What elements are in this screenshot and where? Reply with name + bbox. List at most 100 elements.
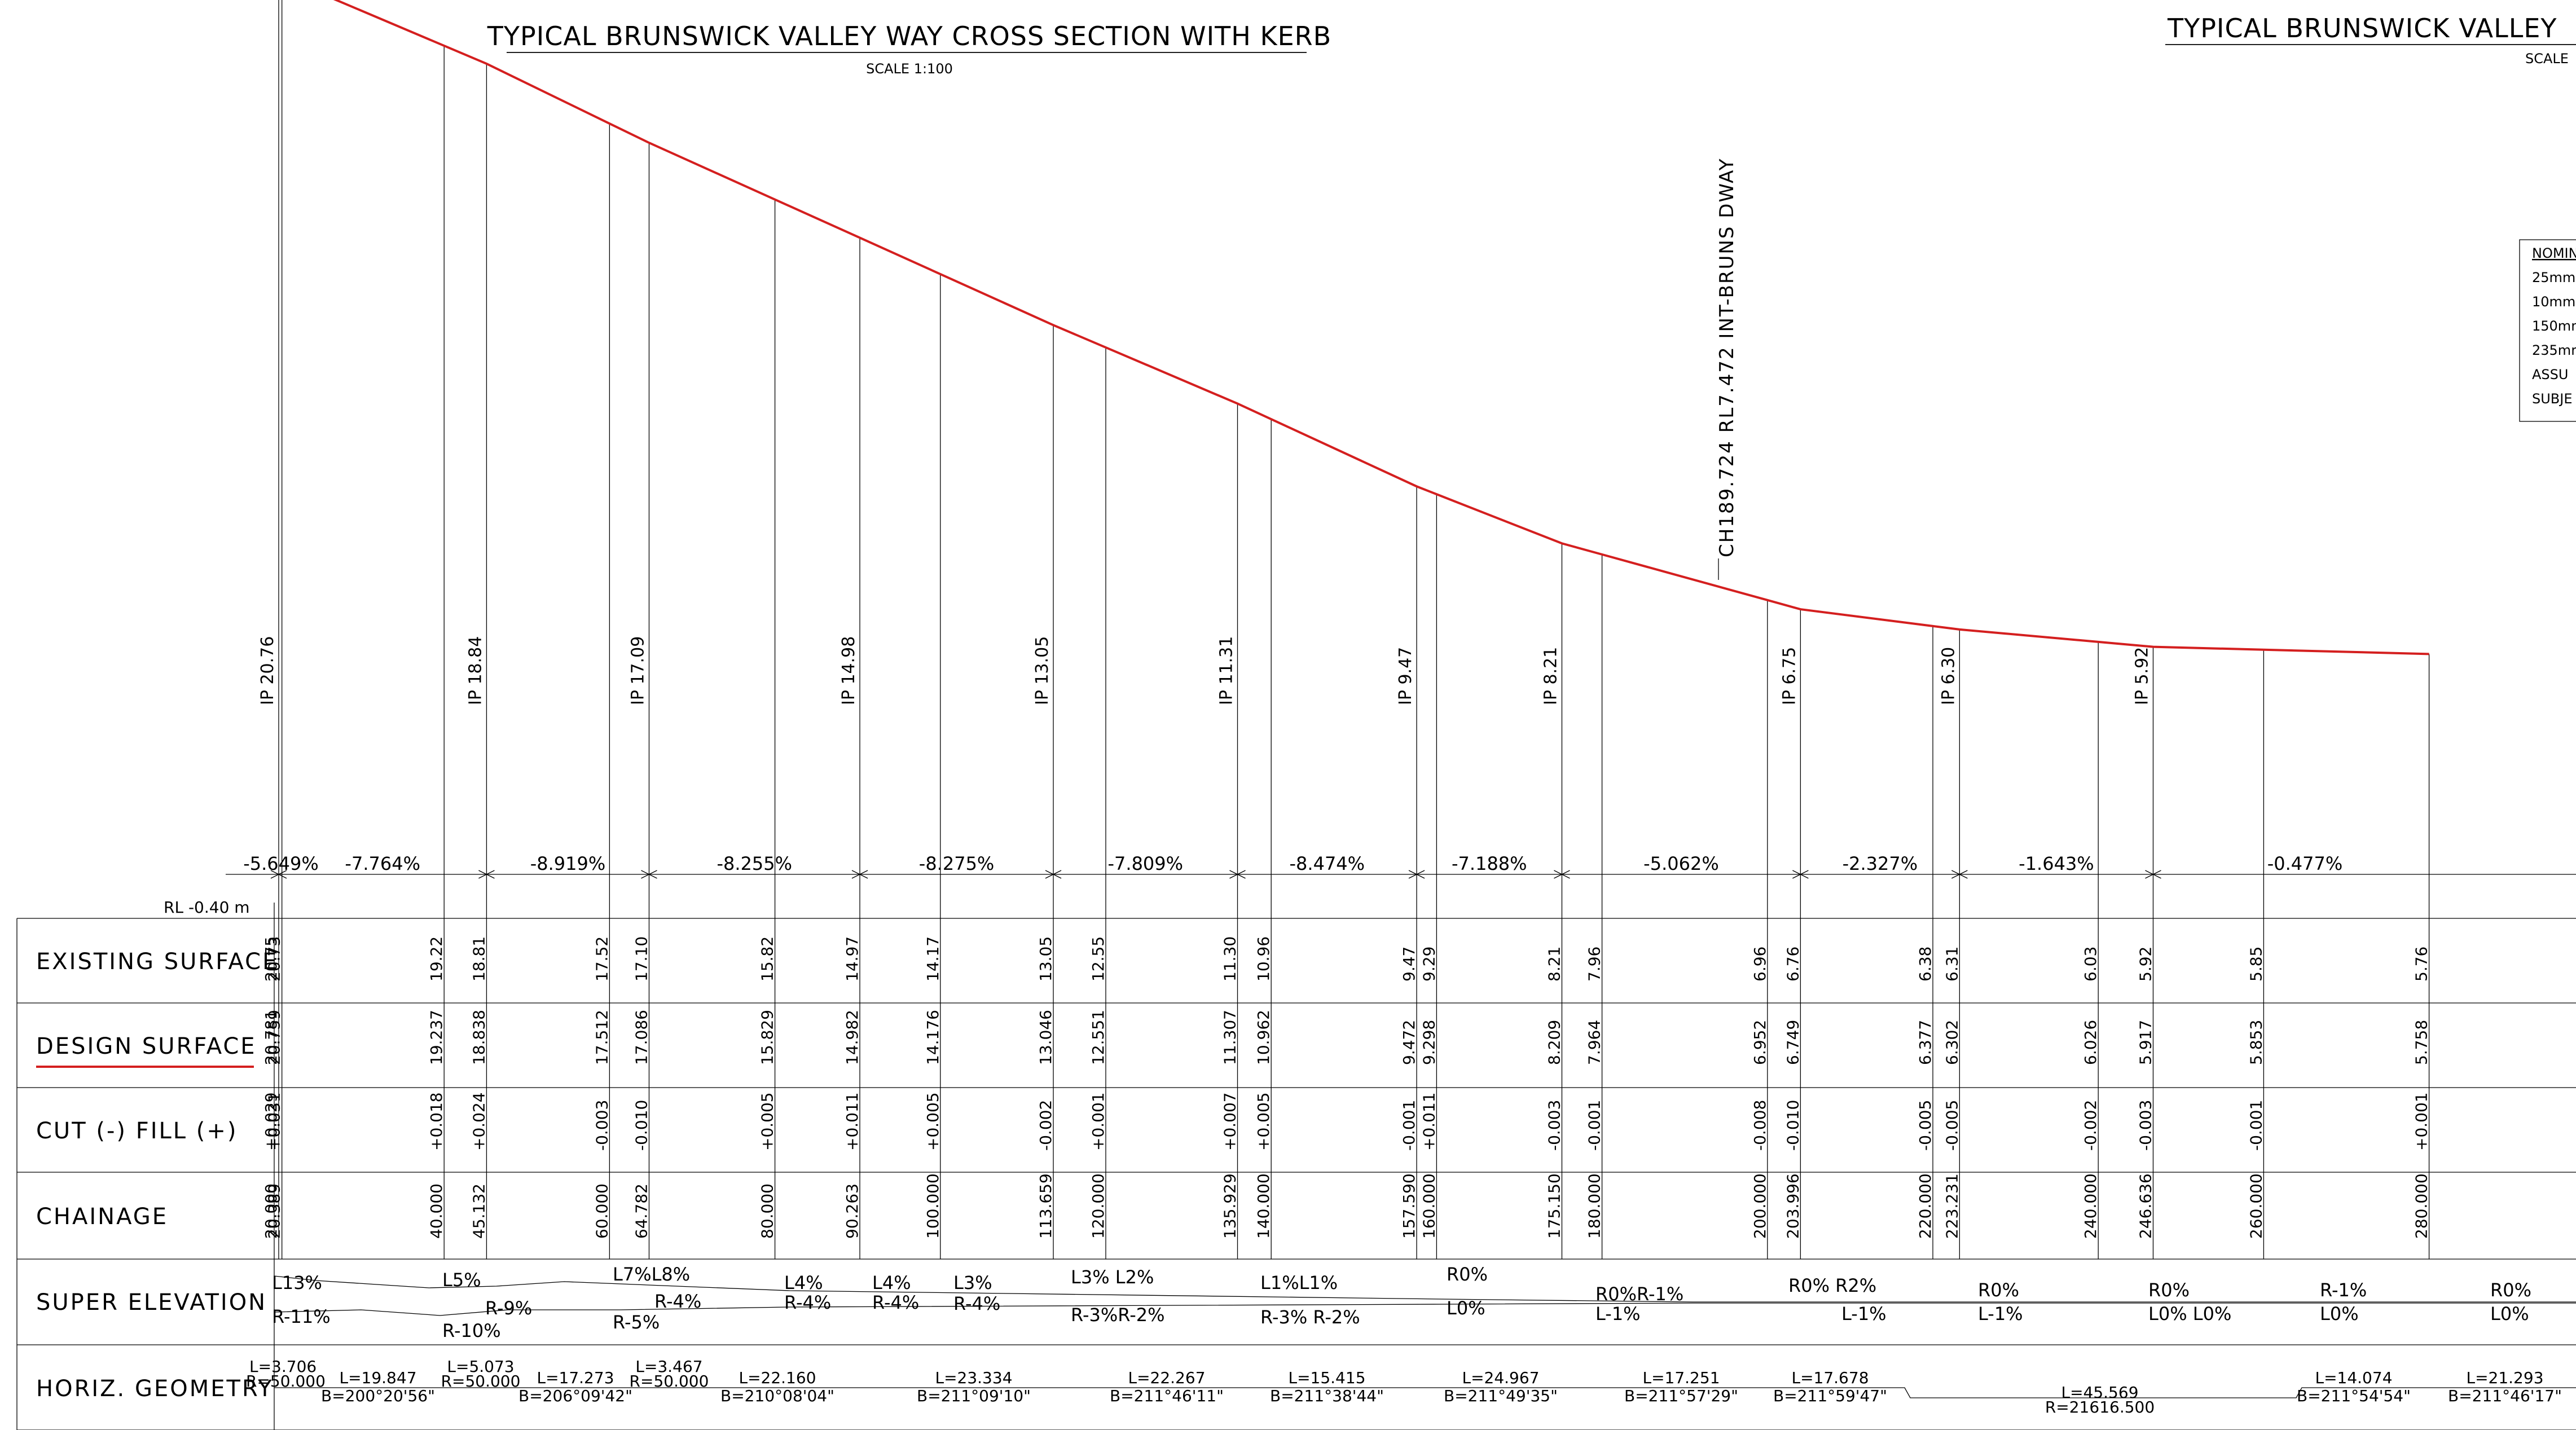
main-title: TYPICAL BRUNSWICK VALLEY WAY CROSS SECTI… (487, 21, 1331, 51)
existing-value: 17.52 (592, 936, 611, 982)
cutfill-value: +0.005 (758, 1092, 777, 1151)
design-value: 15.829 (758, 1010, 777, 1065)
grade-tick (1554, 870, 1570, 879)
geom-label: B=211°46'11" (1110, 1387, 1224, 1405)
chainage-value: 20.389 (265, 1183, 284, 1239)
geom-label: B=211°49'35" (1444, 1387, 1558, 1405)
design-value: 11.307 (1221, 1010, 1239, 1065)
existing-value: 6.03 (2081, 947, 2100, 982)
chainage-value: 175.150 (1545, 1173, 1563, 1239)
ip-label: IP 6.75 (1779, 647, 1799, 705)
design-value: 6.302 (1942, 1020, 1961, 1065)
super-label-bottom: L-1% (1841, 1303, 1887, 1325)
ip-label: IP 8.21 (1541, 647, 1560, 705)
design-value: 6.952 (1751, 1020, 1769, 1065)
grade-label: -2.327% (1843, 853, 1918, 874)
grade-tick (851, 870, 868, 879)
ip-label: IP 20.76 (258, 636, 278, 705)
grade-tick (270, 870, 287, 879)
existing-value: 7.96 (1585, 947, 1604, 982)
super-label-bottom: L-1% (1978, 1303, 2023, 1325)
right-scale: SCALE (2525, 51, 2569, 67)
design-value: 19.237 (427, 1010, 446, 1065)
grade-tick (1229, 870, 1246, 879)
grade-tick (2145, 870, 2161, 879)
chainage-marker: CH189.724 RL7.472 INT-BRUNS DWAY (1716, 157, 1738, 580)
row-label-design: DESIGN SURFACE (36, 1033, 257, 1059)
design-value: 7.964 (1585, 1020, 1604, 1065)
cutfill-value: +0.018 (427, 1092, 446, 1151)
design-value: 6.377 (1916, 1020, 1935, 1065)
geom-label: R=50.000 (441, 1372, 521, 1391)
super-label-bottom: L-1% (1595, 1303, 1641, 1325)
super-label-bottom: R-10% (442, 1320, 501, 1341)
grade-label: -0.477% (2267, 853, 2343, 874)
super-label-bottom: R-4% (784, 1292, 831, 1313)
cutfill-value: +0.007 (1221, 1092, 1239, 1151)
grade-label: -7.188% (1452, 853, 1527, 874)
design-value: 13.046 (1036, 1010, 1055, 1065)
super-label-bottom: R-3% R-2% (1260, 1306, 1360, 1328)
super-label-top: R0% (1978, 1279, 2019, 1301)
existing-value: 15.82 (758, 936, 777, 982)
cutfill-value: +0.024 (469, 1092, 488, 1151)
geom-label: L=21.293 (2466, 1369, 2543, 1387)
super-label-bottom: R-9% (485, 1297, 532, 1319)
cutfill-value: -0.005 (1916, 1100, 1935, 1151)
cutfill-value: -0.001 (1400, 1100, 1418, 1151)
chainage-value: 220.000 (1916, 1173, 1935, 1239)
design-value: 20.759 (265, 1010, 284, 1065)
notes-box: NOMIN 25mm 10mm 150mn 235mr ASSU SUBJE (2519, 239, 2576, 422)
row-label-chainage: CHAINAGE (36, 1204, 168, 1230)
cutfill-value: -0.010 (632, 1100, 651, 1151)
grade-tick (1408, 870, 1425, 879)
geom-label: L=22.160 (738, 1369, 816, 1387)
notes-line: 150mn (2532, 318, 2576, 334)
geom-label: B=206°09'42" (518, 1387, 632, 1405)
super-label-bottom: R-4% (654, 1291, 701, 1312)
super-label-top: L13% (272, 1272, 322, 1293)
geom-label: L=24.967 (1462, 1369, 1539, 1387)
chainage-marker-label: CH189.724 RL7.472 INT-BRUNS DWAY (1716, 157, 1738, 557)
cutfill-value: -0.010 (1783, 1100, 1802, 1151)
geom-label: B=200°20'56" (321, 1387, 435, 1405)
grade-label: -7.764% (345, 853, 420, 874)
super-label-top: R0% (2148, 1279, 2190, 1301)
existing-value: 6.31 (1942, 947, 1961, 982)
existing-value: 6.96 (1751, 947, 1769, 982)
grade-tick (1951, 870, 1968, 879)
design-value: 18.838 (469, 1010, 488, 1065)
chainage-value: 200.000 (1751, 1173, 1769, 1239)
notes-title: NOMIN (2532, 245, 2576, 261)
cutfill-value: -0.001 (1585, 1100, 1604, 1151)
super-elevation-strip: L13% L5% L7%L8% L4% L4% L3% L3% L2% L1%L… (272, 1264, 2576, 1341)
chainage-value: 180.000 (1585, 1173, 1604, 1239)
geom-label: L=23.334 (935, 1369, 1012, 1387)
geom-label: R=50.000 (630, 1372, 709, 1391)
geom-label: L=22.267 (1128, 1369, 1205, 1387)
chainage-value: 45.132 (469, 1183, 488, 1239)
chainage-value: 90.263 (843, 1183, 861, 1239)
super-label-bottom: R-5% (613, 1312, 660, 1333)
chainage-value: 120.000 (1089, 1173, 1107, 1239)
design-value: 10.962 (1254, 1010, 1273, 1065)
chainage-value: 100.000 (924, 1173, 942, 1239)
super-label-top: L3% (953, 1272, 992, 1293)
cutfill-value: -0.003 (2136, 1100, 2155, 1151)
existing-value: 17.10 (632, 936, 651, 982)
existing-value: 20.75 (262, 936, 280, 982)
super-label-bottom: L0% (1447, 1297, 1485, 1319)
geom-label: L=5.073 (447, 1357, 514, 1376)
super-label-top: L1%L1% (1260, 1272, 1338, 1293)
ip-label: IP 9.47 (1396, 647, 1416, 705)
geom-label: L=3.467 (635, 1357, 702, 1376)
ip-label: IP 5.92 (2132, 647, 2152, 705)
geom-label: L=19.847 (339, 1369, 416, 1387)
grade-label: -7.809% (1107, 853, 1183, 874)
design-value: 14.982 (843, 1010, 861, 1065)
main-title-block: TYPICAL BRUNSWICK VALLEY WAY CROSS SECTI… (487, 21, 1331, 77)
row-label-existing: EXISTING SURFACE (36, 949, 278, 975)
super-label-bottom: R-3%R-2% (1071, 1304, 1165, 1326)
existing-value: 5.76 (2412, 947, 2431, 982)
data-band: EXISTING SURFACE DESIGN SURFACE CUT (-) … (16, 918, 2576, 1430)
